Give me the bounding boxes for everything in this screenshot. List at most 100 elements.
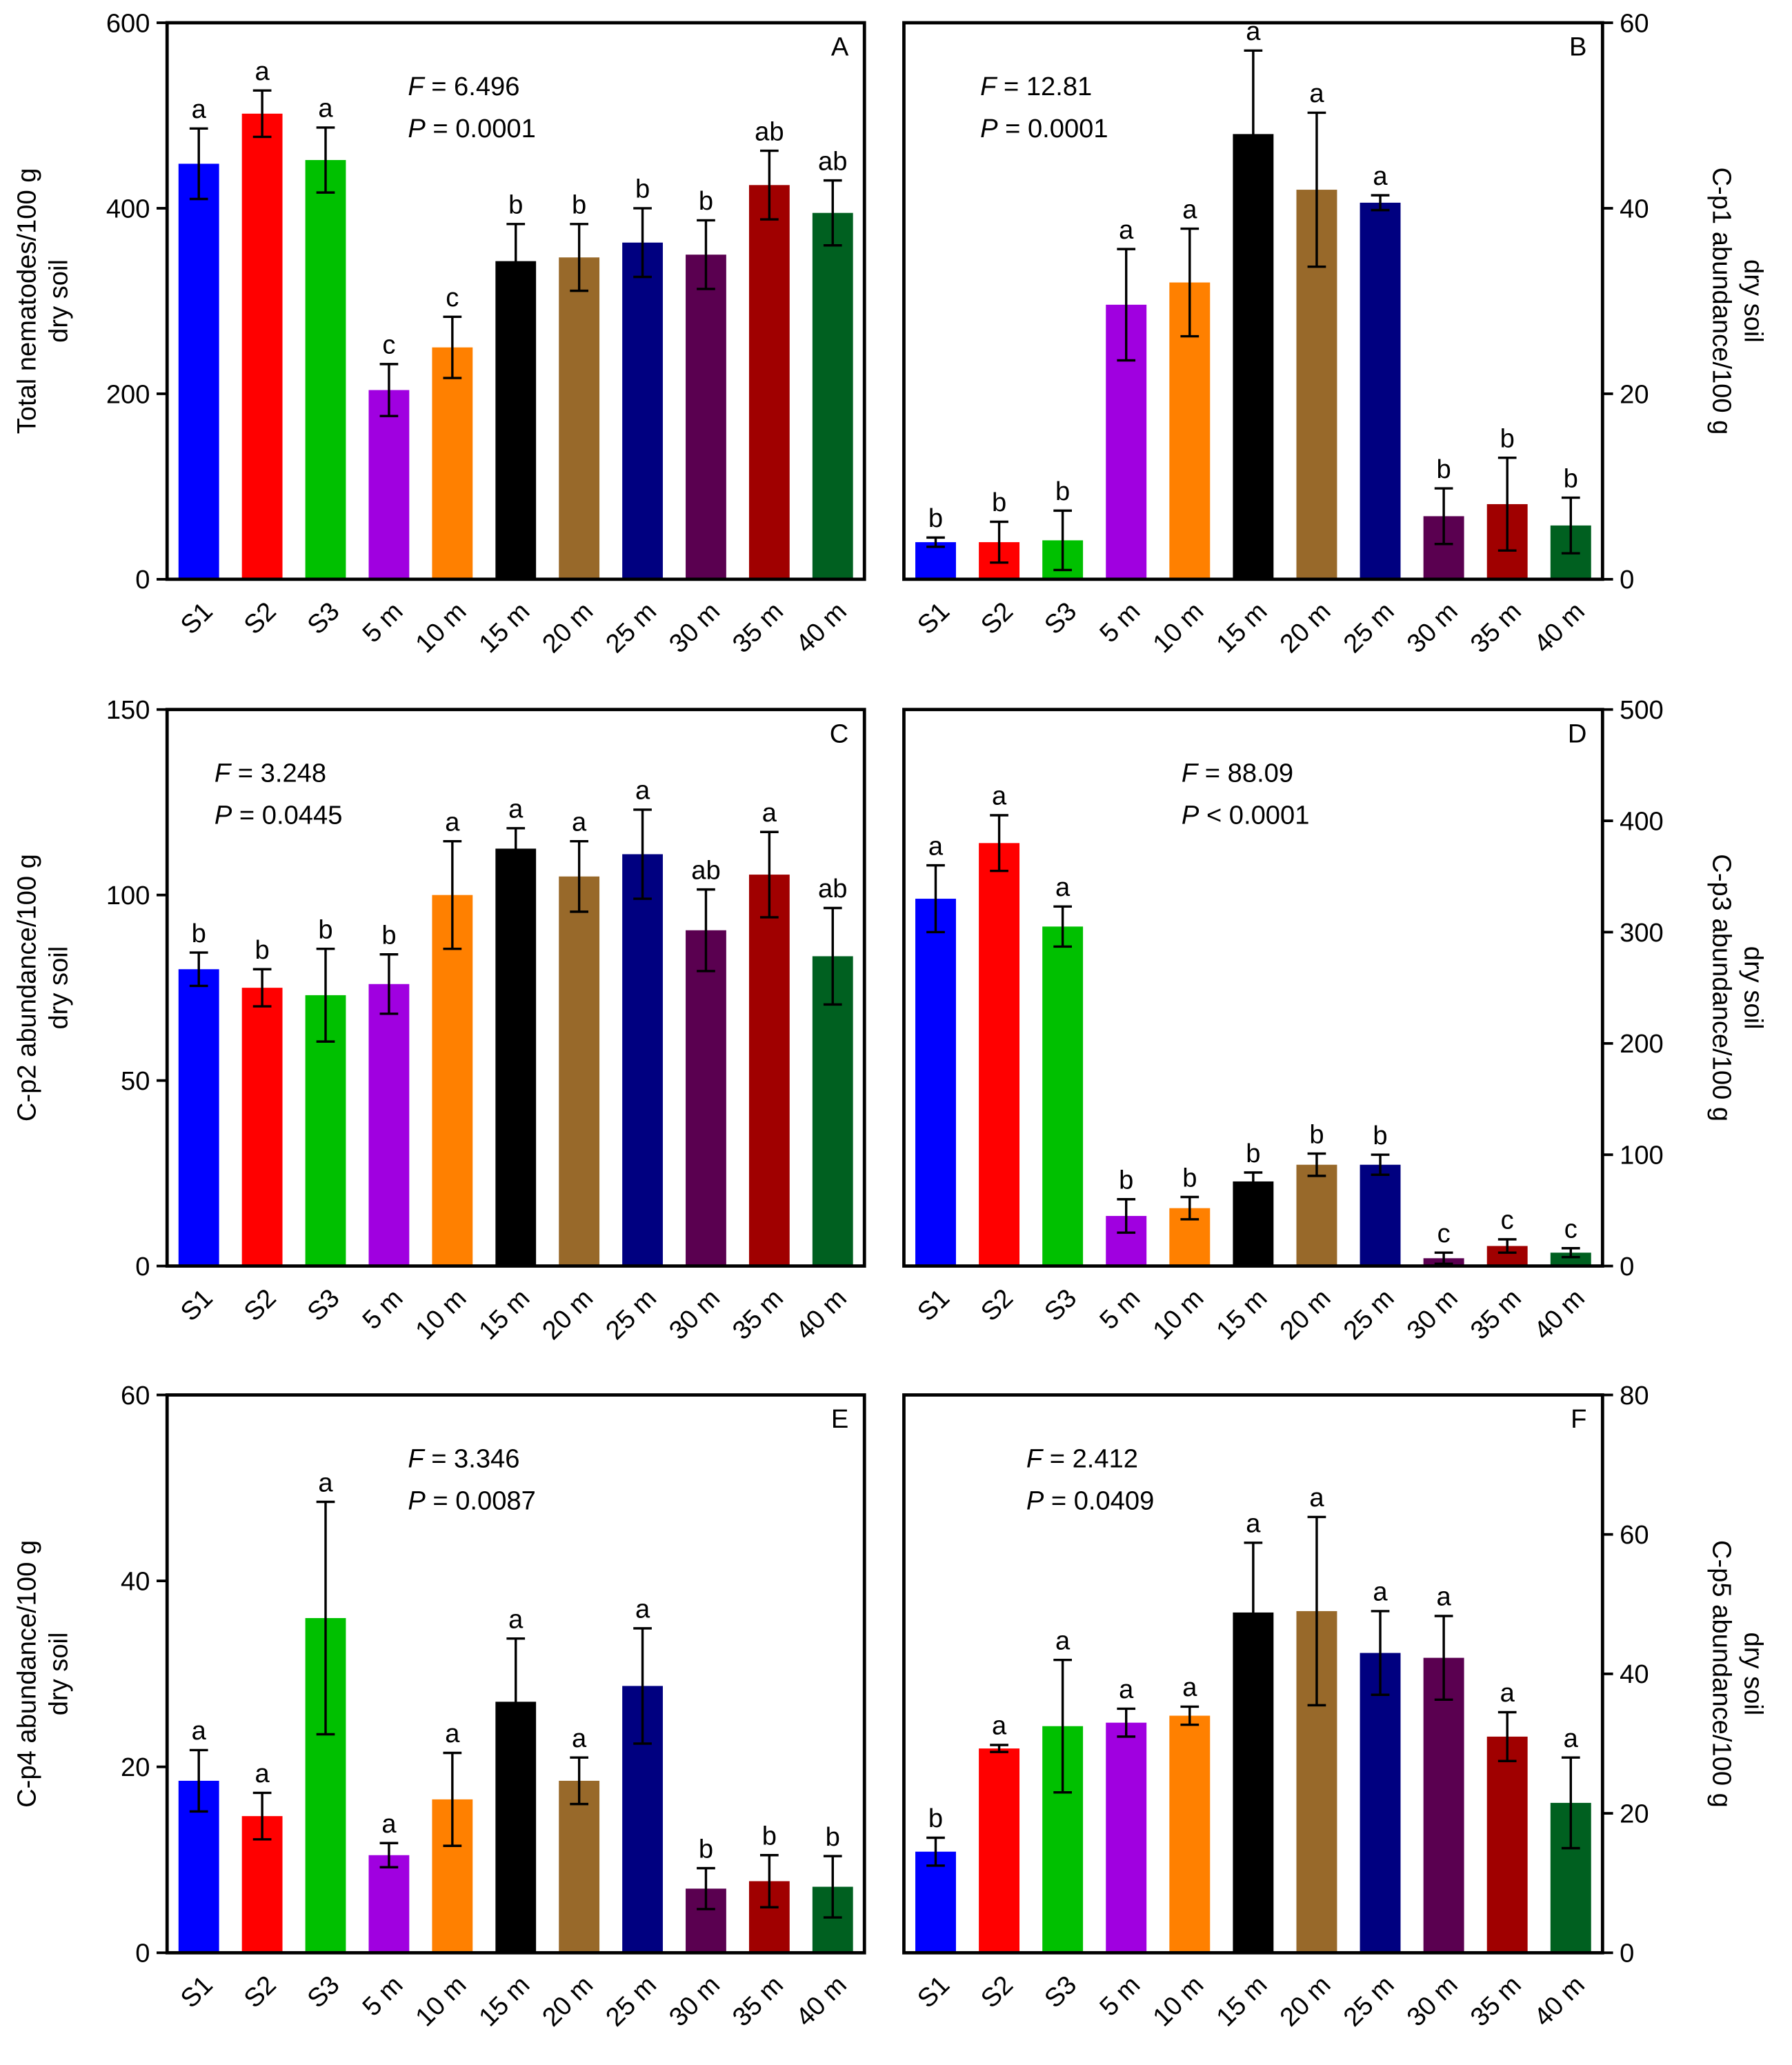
- annotation-text: = 0.0409: [1044, 1486, 1154, 1515]
- plot-frame: [902, 21, 1604, 581]
- error-bar: [697, 1866, 715, 1911]
- bar: [1106, 1722, 1147, 1953]
- x-tick-label: 20 m: [1274, 597, 1336, 659]
- error-bar: [1497, 456, 1517, 552]
- bar: [495, 848, 537, 1266]
- significance-letter: a: [928, 831, 944, 861]
- error-bar: [379, 363, 399, 417]
- significance-letter: a: [445, 1719, 460, 1748]
- error-bar: [316, 1500, 335, 1736]
- annotation-symbol: P: [980, 114, 998, 143]
- significance-letter: b: [635, 174, 650, 204]
- bar: [915, 1851, 956, 1953]
- error-bar: [1244, 1171, 1263, 1192]
- error-bar: [990, 814, 1008, 872]
- bar: [1360, 1653, 1401, 1953]
- significance-letter: b: [1246, 1139, 1260, 1168]
- x-tick-label: 5 m: [1094, 1283, 1146, 1335]
- annotation: F = 12.81: [980, 72, 1092, 101]
- significance-letter: a: [1246, 17, 1261, 46]
- significance-letter: a: [1182, 1673, 1197, 1702]
- y-tick-label: 80: [1620, 1381, 1649, 1410]
- significance-letter: a: [1309, 1483, 1324, 1513]
- y-axis-label: dry soil: [1738, 1633, 1768, 1716]
- annotation-symbol: P: [408, 114, 426, 143]
- annotation-text: = 12.81: [996, 72, 1092, 101]
- y-tick-label: 400: [1620, 806, 1664, 836]
- bar: [979, 843, 1020, 1266]
- error-bar: [1053, 509, 1072, 572]
- bar: [1169, 1715, 1211, 1953]
- x-tick-label: S1: [912, 1283, 955, 1326]
- x-tick-label: 35 m: [727, 1970, 789, 2032]
- x-tick-label: 40 m: [1529, 1283, 1591, 1345]
- significance-letter: a: [1182, 194, 1197, 224]
- bar: [559, 1780, 600, 1953]
- y-axis-label: C-p3 abundance/100 g: [1707, 854, 1737, 1121]
- significance-letter: a: [635, 776, 650, 806]
- error-bar: [570, 223, 588, 292]
- y-tick-label: 60: [1620, 8, 1649, 38]
- error-bar: [1497, 1710, 1517, 1762]
- y-tick-label: 60: [1620, 1520, 1649, 1550]
- bar: [241, 988, 283, 1266]
- x-tick-label: S3: [301, 1283, 345, 1326]
- significance-letter: a: [192, 94, 207, 124]
- x-tick-label: 15 m: [473, 1970, 535, 2032]
- annotation-symbol: P: [1026, 1486, 1044, 1515]
- error-bar: [1434, 1615, 1453, 1702]
- annotation-text: = 3.346: [424, 1444, 520, 1473]
- annotation: F = 6.496: [408, 72, 519, 101]
- significance-letter: a: [762, 798, 777, 828]
- error-bar: [506, 827, 526, 870]
- significance-letter: ab: [818, 146, 847, 176]
- plot-frame: [165, 1393, 866, 1955]
- x-tick-label: 10 m: [410, 1283, 472, 1345]
- y-axis-label: C-p4 abundance/100 g: [12, 1540, 42, 1808]
- y-axis-label: dry soil: [1738, 946, 1768, 1030]
- y-axis-label: dry soil: [43, 946, 73, 1030]
- x-tick-label: 30 m: [1401, 1283, 1463, 1345]
- bar: [432, 895, 473, 1266]
- x-tick-label: S1: [175, 597, 218, 640]
- error-bar: [1117, 1198, 1136, 1234]
- significance-letter: c: [446, 283, 459, 312]
- bar: [1423, 1657, 1464, 1953]
- bar: [368, 390, 410, 579]
- significance-letter: b: [1437, 455, 1451, 484]
- error-bar: [1497, 1238, 1517, 1254]
- x-tick-label: S3: [301, 597, 345, 640]
- y-tick-label: 200: [106, 379, 150, 409]
- x-tick-label: 5 m: [357, 1970, 408, 2022]
- error-bar: [633, 207, 652, 279]
- error-bar: [1561, 1756, 1580, 1850]
- significance-letter: a: [1564, 1724, 1579, 1753]
- y-tick-label: 0: [1620, 565, 1634, 595]
- bar: [748, 875, 790, 1266]
- plot-frame: [902, 1393, 1604, 1955]
- error-bar: [990, 520, 1008, 564]
- bar: [686, 255, 726, 579]
- y-tick-label: 40: [1620, 194, 1649, 223]
- y-axis-label: C-p2 abundance/100 g: [12, 854, 42, 1121]
- y-tick-label: 20: [1620, 379, 1649, 409]
- x-tick-label: 20 m: [537, 1970, 599, 2032]
- significance-letter: b: [826, 1822, 840, 1852]
- x-tick-label: S2: [975, 597, 1019, 640]
- error-bar: [1117, 248, 1136, 362]
- y-tick-label: 60: [121, 1381, 150, 1410]
- x-tick-label: 35 m: [1464, 1283, 1526, 1345]
- bar: [432, 347, 473, 579]
- x-tick-label: 20 m: [537, 597, 599, 659]
- bar: [748, 185, 790, 579]
- significance-letter: b: [381, 920, 396, 950]
- error-bar: [1371, 1610, 1390, 1696]
- x-tick-label: 20 m: [1274, 1283, 1336, 1345]
- annotation: P = 0.0087: [408, 1486, 536, 1515]
- error-bar: [443, 839, 462, 950]
- x-tick-label: 40 m: [790, 1283, 853, 1345]
- significance-letter: b: [992, 488, 1006, 517]
- x-tick-label: 35 m: [1464, 597, 1526, 659]
- significance-letter: b: [192, 919, 206, 948]
- error-bar: [760, 1854, 779, 1908]
